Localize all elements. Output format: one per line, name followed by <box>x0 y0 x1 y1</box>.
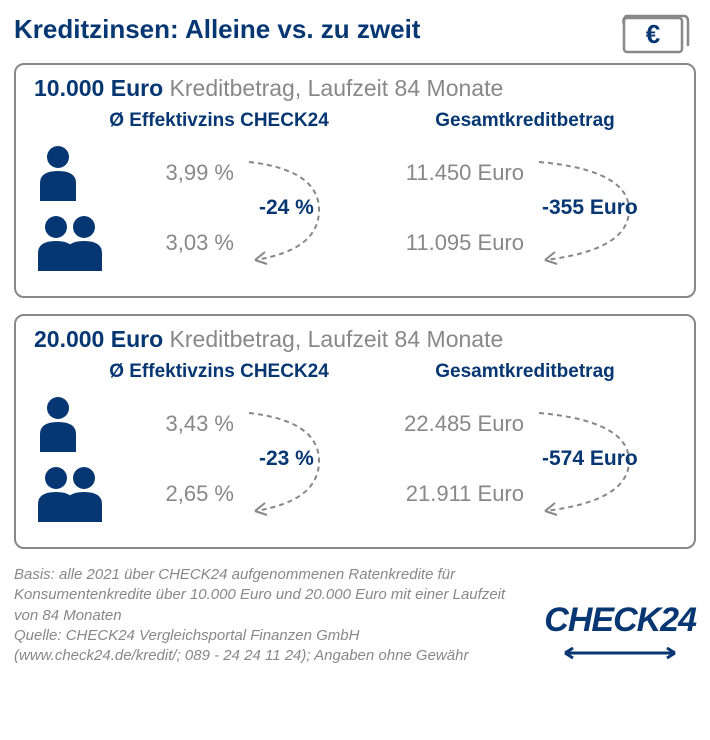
panel-10000: 10.000 Euro Kreditbetrag, Laufzeit 84 Mo… <box>14 63 696 298</box>
svg-text:€: € <box>646 19 660 49</box>
single-person-icon <box>34 143 124 203</box>
single-person-icon <box>34 394 124 454</box>
panel-20000: 20.000 Euro Kreditbetrag, Laufzeit 84 Mo… <box>14 314 696 549</box>
col-header-total: Gesamtkreditbetrag <box>374 361 676 383</box>
single-total: 11.450 Euro <box>374 160 524 186</box>
couple-person-icon <box>34 213 124 273</box>
loan-amount: 20.000 Euro <box>34 326 163 352</box>
couple-rate: 3,03 % <box>124 230 234 256</box>
loan-subtitle: Kreditbetrag, Laufzeit 84 Monate <box>170 326 504 352</box>
single-rate: 3,99 % <box>124 160 234 186</box>
diff-total: -355 Euro <box>542 196 638 220</box>
diff-rate: -24 % <box>259 196 314 220</box>
loan-subtitle: Kreditbetrag, Laufzeit 84 Monate <box>170 75 504 101</box>
col-header-total: Gesamtkreditbetrag <box>374 110 676 132</box>
diff-rate: -23 % <box>259 447 314 471</box>
couple-person-icon <box>34 464 124 524</box>
single-rate: 3,43 % <box>124 411 234 437</box>
panel-title: 10.000 Euro Kreditbetrag, Laufzeit 84 Mo… <box>34 75 676 102</box>
couple-rate: 2,65 % <box>124 481 234 507</box>
footnote-quelle: Quelle: CHECK24 Vergleichsportal Finanze… <box>14 627 468 664</box>
diff-total: -574 Euro <box>542 447 638 471</box>
footnote-basis: Basis: alle 2021 über CHECK24 aufgenomme… <box>14 566 505 624</box>
panel-title: 20.000 Euro Kreditbetrag, Laufzeit 84 Mo… <box>34 326 676 353</box>
loan-amount: 10.000 Euro <box>34 75 163 101</box>
single-total: 22.485 Euro <box>374 411 524 437</box>
footnote: Basis: alle 2021 über CHECK24 aufgenomme… <box>14 565 514 666</box>
page-title: Kreditzinsen: Alleine vs. zu zweit <box>14 14 420 45</box>
check24-logo: CHECK24 <box>544 601 696 666</box>
couple-total: 21.911 Euro <box>374 481 524 507</box>
couple-total: 11.095 Euro <box>374 230 524 256</box>
euro-banknote-icon: € <box>620 10 690 63</box>
